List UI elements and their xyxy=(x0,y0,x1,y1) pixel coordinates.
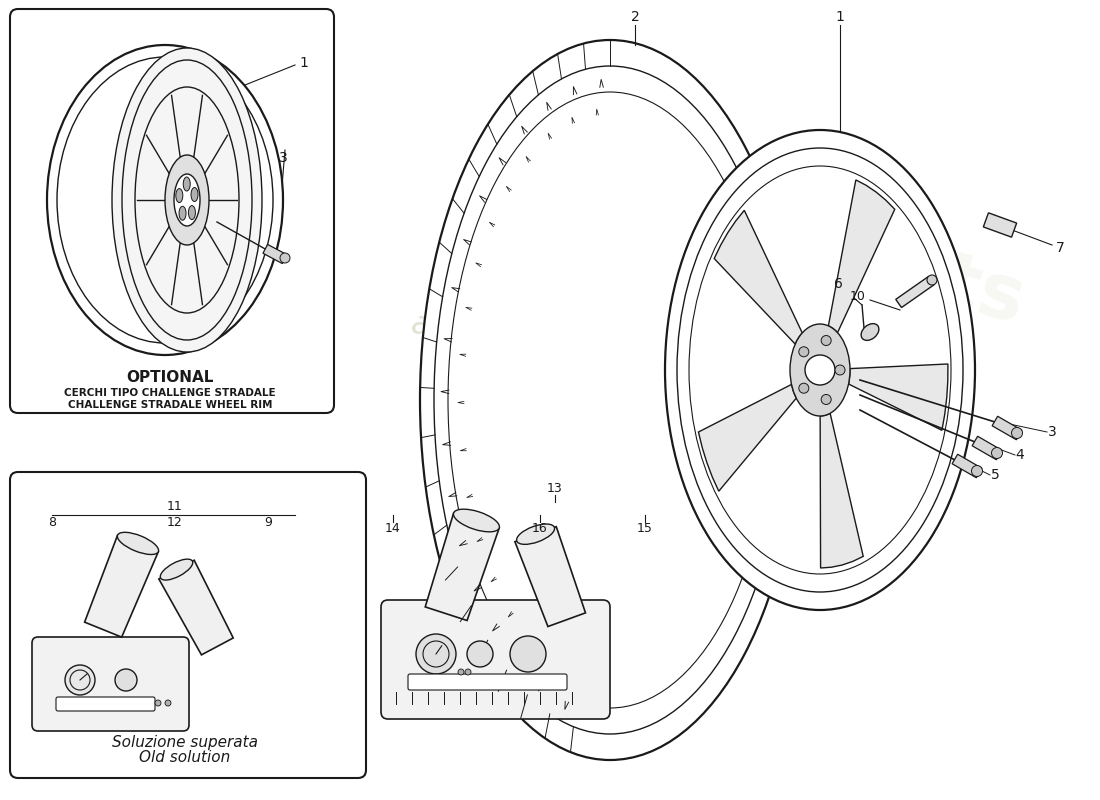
Text: 16: 16 xyxy=(532,522,548,535)
Circle shape xyxy=(468,641,493,667)
Polygon shape xyxy=(714,210,802,344)
Circle shape xyxy=(822,394,832,405)
Polygon shape xyxy=(821,414,864,568)
Circle shape xyxy=(416,634,456,674)
Ellipse shape xyxy=(184,177,190,191)
FancyBboxPatch shape xyxy=(381,600,610,719)
Text: autoparts: autoparts xyxy=(607,160,1033,340)
Polygon shape xyxy=(953,454,982,478)
Circle shape xyxy=(805,355,835,385)
Text: 3: 3 xyxy=(1047,425,1056,439)
Polygon shape xyxy=(158,560,233,655)
Text: 9: 9 xyxy=(264,515,272,529)
FancyBboxPatch shape xyxy=(10,472,366,778)
Polygon shape xyxy=(828,180,894,333)
Text: Soluzione superata: Soluzione superata xyxy=(112,735,258,750)
Ellipse shape xyxy=(188,206,196,220)
Circle shape xyxy=(465,669,471,675)
Text: 1: 1 xyxy=(836,10,845,24)
Ellipse shape xyxy=(179,206,186,220)
Text: Old solution: Old solution xyxy=(140,750,231,766)
Text: 14: 14 xyxy=(385,522,400,535)
Ellipse shape xyxy=(165,155,209,245)
Text: 8: 8 xyxy=(48,515,56,529)
Polygon shape xyxy=(515,526,585,626)
Ellipse shape xyxy=(112,48,262,352)
Polygon shape xyxy=(992,416,1022,440)
Circle shape xyxy=(799,383,808,394)
Polygon shape xyxy=(972,436,1002,460)
Polygon shape xyxy=(895,277,934,307)
Ellipse shape xyxy=(118,532,158,554)
Text: a passion for parts: a passion for parts xyxy=(407,306,713,434)
Circle shape xyxy=(927,275,937,285)
Polygon shape xyxy=(263,245,287,263)
Ellipse shape xyxy=(191,187,198,202)
Text: 5: 5 xyxy=(991,468,1000,482)
Text: CERCHI TIPO CHALLENGE STRADALE: CERCHI TIPO CHALLENGE STRADALE xyxy=(64,388,276,398)
Circle shape xyxy=(65,665,95,695)
Text: 15: 15 xyxy=(637,522,653,535)
Circle shape xyxy=(822,335,832,346)
Ellipse shape xyxy=(176,189,183,202)
Circle shape xyxy=(1012,427,1023,438)
Circle shape xyxy=(165,700,170,706)
Ellipse shape xyxy=(790,324,850,416)
Circle shape xyxy=(280,253,290,263)
Ellipse shape xyxy=(861,324,879,340)
Text: 2: 2 xyxy=(630,10,639,24)
Ellipse shape xyxy=(174,174,200,226)
Circle shape xyxy=(155,700,161,706)
Circle shape xyxy=(835,365,845,375)
Text: 6: 6 xyxy=(834,277,843,291)
Polygon shape xyxy=(85,535,158,637)
Circle shape xyxy=(799,346,808,357)
Text: 4: 4 xyxy=(1015,448,1024,462)
Polygon shape xyxy=(983,213,1016,237)
Text: CHALLENGE STRADALE WHEEL RIM: CHALLENGE STRADALE WHEEL RIM xyxy=(68,400,273,410)
Text: 1: 1 xyxy=(299,56,308,70)
Text: 11: 11 xyxy=(167,501,183,514)
Circle shape xyxy=(991,447,1002,458)
Text: OPTIONAL: OPTIONAL xyxy=(126,370,213,385)
Text: 7: 7 xyxy=(1056,241,1065,255)
Ellipse shape xyxy=(161,559,192,580)
Polygon shape xyxy=(426,513,499,621)
Ellipse shape xyxy=(453,509,499,532)
Circle shape xyxy=(510,636,546,672)
Ellipse shape xyxy=(517,524,554,544)
Polygon shape xyxy=(848,364,948,430)
Text: 12: 12 xyxy=(167,515,183,529)
Text: 13: 13 xyxy=(547,482,563,494)
FancyBboxPatch shape xyxy=(32,637,189,731)
Circle shape xyxy=(458,669,464,675)
Polygon shape xyxy=(698,385,796,491)
Ellipse shape xyxy=(47,45,283,355)
Ellipse shape xyxy=(666,130,975,610)
Circle shape xyxy=(116,669,138,691)
FancyBboxPatch shape xyxy=(10,9,334,413)
Ellipse shape xyxy=(420,40,800,760)
Circle shape xyxy=(971,466,982,477)
FancyBboxPatch shape xyxy=(56,697,155,711)
Text: 10: 10 xyxy=(850,290,866,302)
FancyBboxPatch shape xyxy=(408,674,566,690)
Text: 3: 3 xyxy=(278,151,287,165)
